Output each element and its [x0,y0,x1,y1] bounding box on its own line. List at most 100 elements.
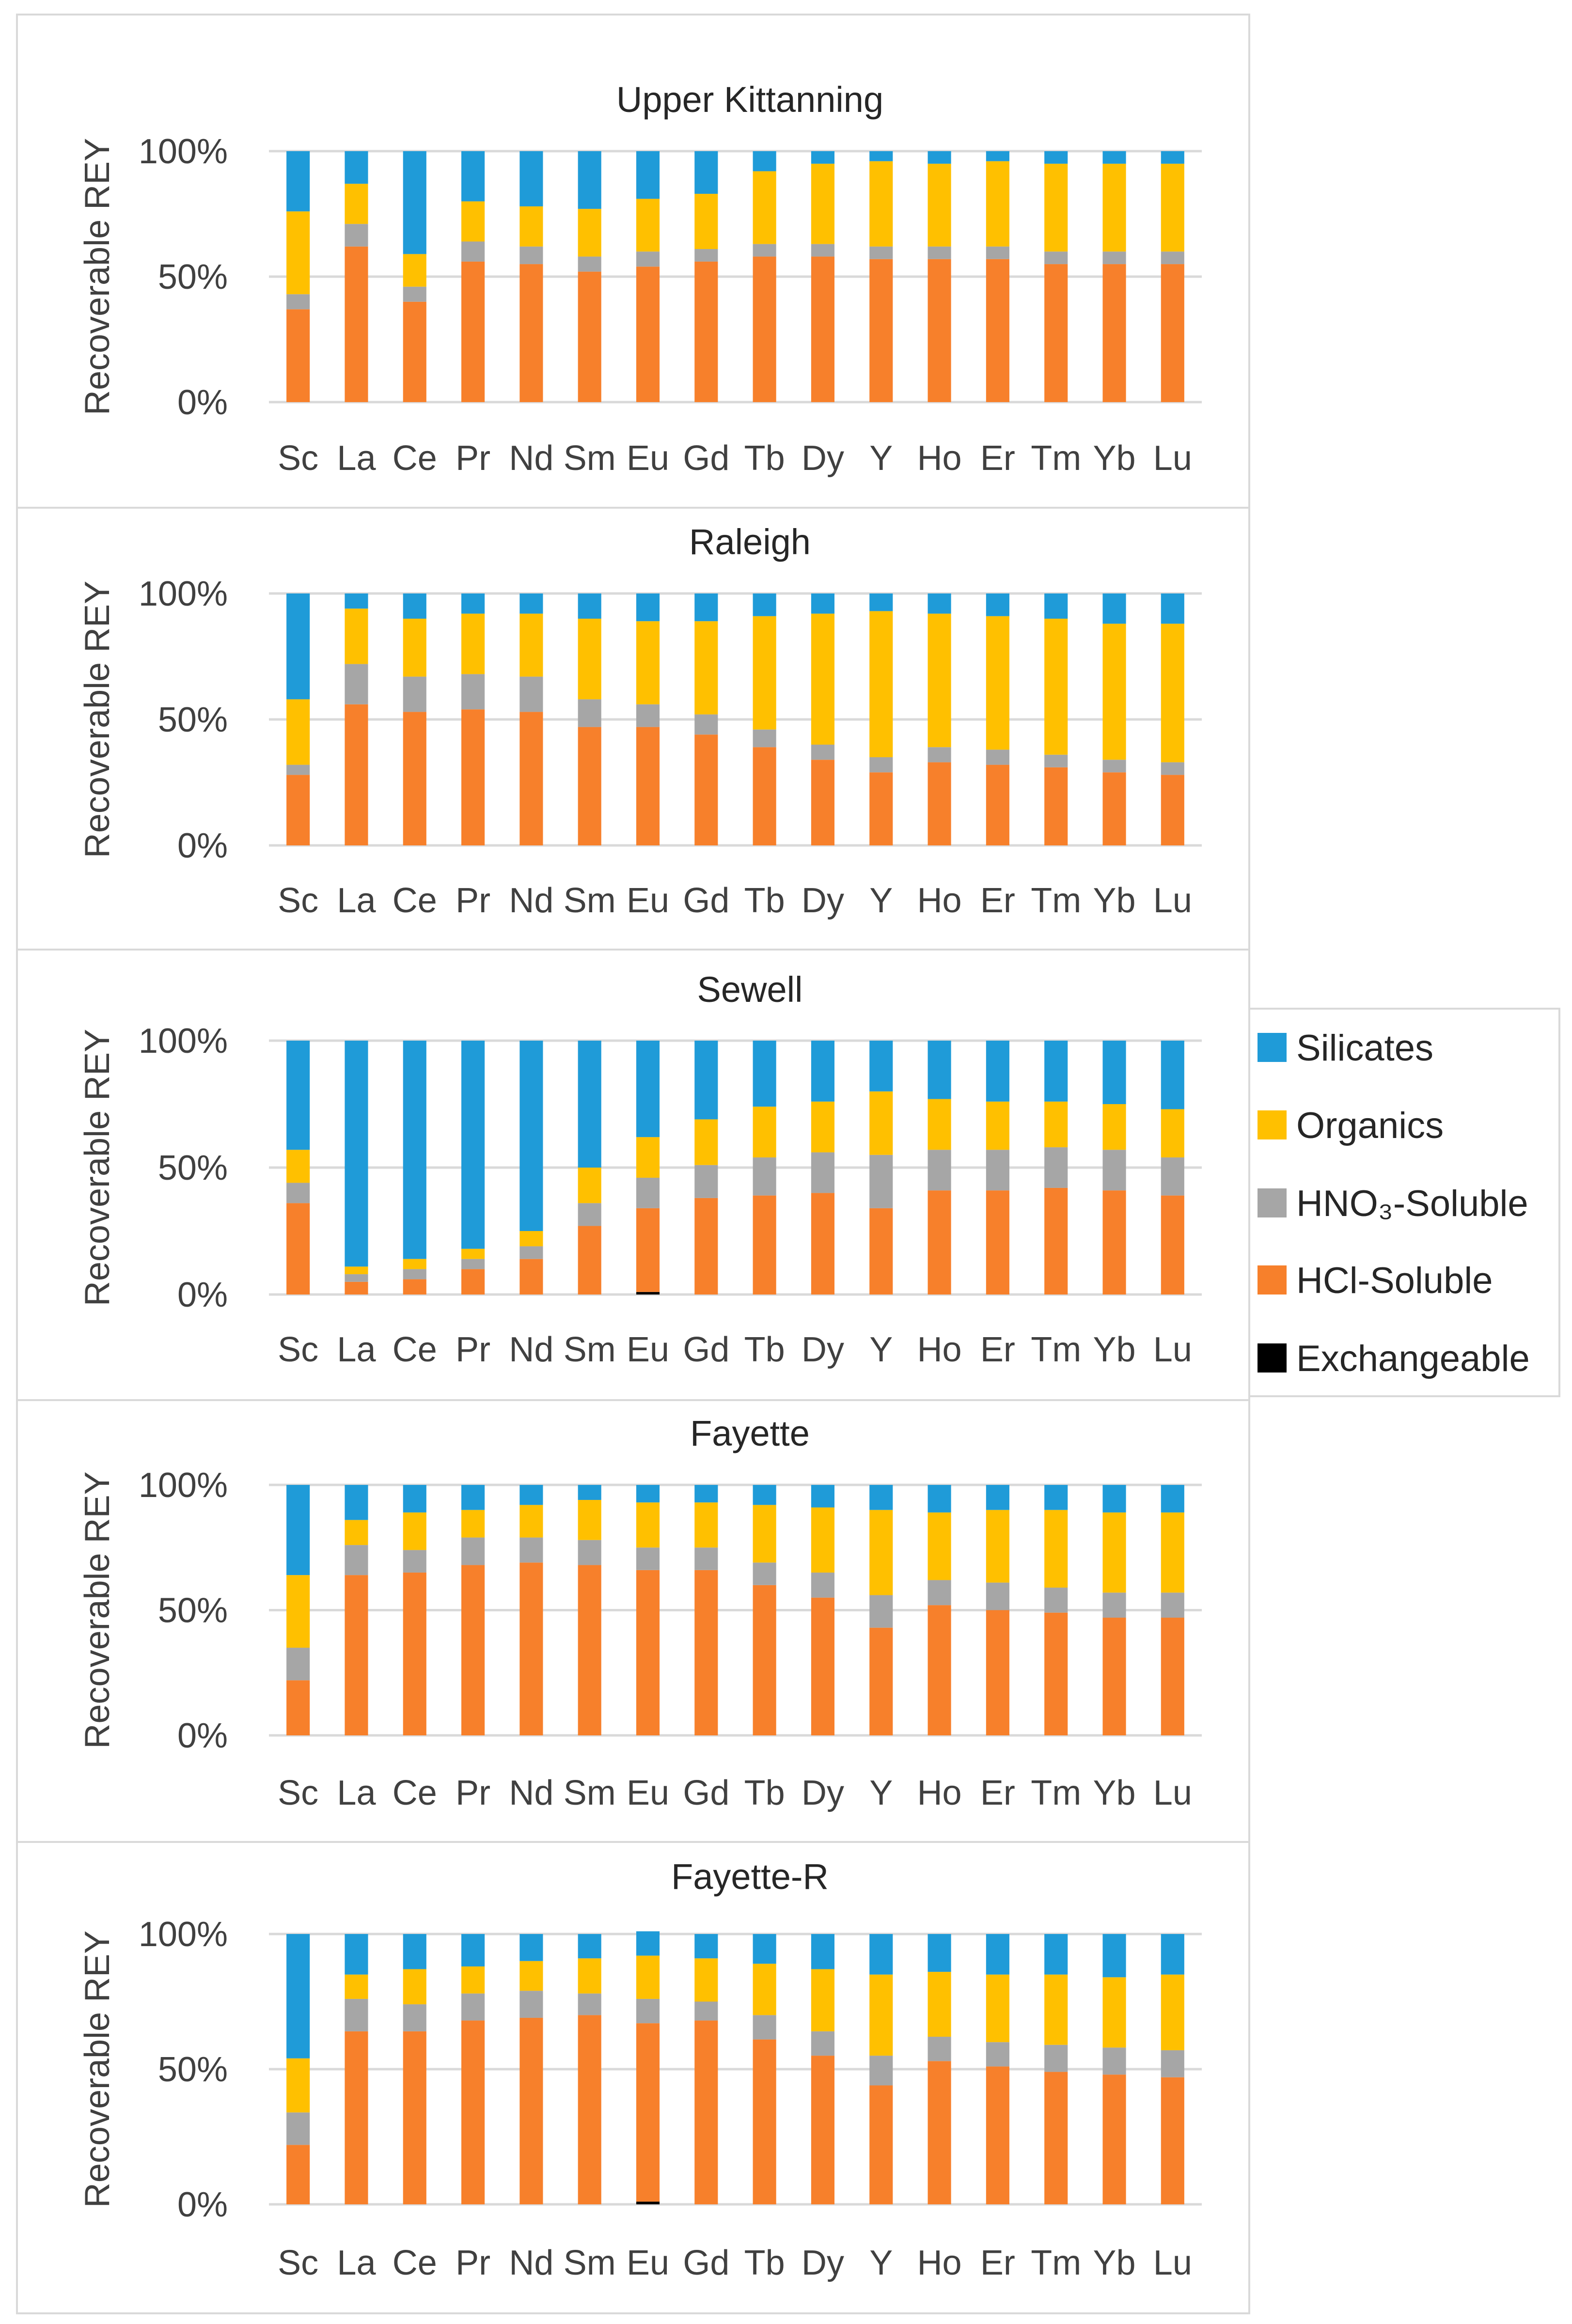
bar-segment-hno-soluble-er [986,1150,1009,1191]
bar-segment-hcl-soluble-gd [694,2020,718,2204]
bar-segment-organics-sm [578,209,601,257]
bar-segment-hcl-soluble-pr [461,1565,485,1735]
bar-segment-hcl-soluble-la [345,1575,368,1735]
bar-segment-organics-ce [403,1512,426,1550]
bar-segment-hno-soluble-dy [811,1572,835,1598]
bar-segment-hcl-soluble-er [986,259,1009,402]
bar-segment-organics-dy [811,163,835,244]
bar-segment-hcl-soluble-sc [286,1203,310,1295]
bar-segment-hcl-soluble-gd [694,1198,718,1295]
x-tick-label: Dy [802,439,844,478]
bar-segment-silicates-gd [694,1041,718,1120]
bar-segment-hno-soluble-pr [461,1537,485,1565]
x-tick-label: Lu [1153,1774,1192,1812]
panel-frame [16,949,1250,1401]
bar-segment-silicates-sm [578,1485,601,1500]
chart-panel-upper-kittanning: Upper Kittanning Recoverable REY 0% 50% 100%… [16,14,1250,509]
bar-segment-hcl-soluble-sm [578,2015,601,2204]
bar-segment-hcl-soluble-eu [636,1208,660,1292]
bar-segment-organics-y [869,1091,893,1155]
bar-segment-hcl-soluble-er [986,2066,1009,2204]
bar-segment-organics-la [345,608,368,664]
bar-segment-silicates-dy [811,1041,835,1102]
bar-segment-hno-soluble-la [345,224,368,247]
bar-segment-hcl-soluble-yb [1102,772,1126,845]
x-tick-label: Gd [683,439,729,478]
bar-segment-silicates-ho [927,151,951,164]
chart-panel-fayette-r: Fayette-R Recoverable REY 0% 50% 100% Sc La Ce P… [16,1841,1250,2314]
bar-segment-organics-nd [519,1505,543,1538]
bar-segment-silicates-gd [694,593,718,622]
bar-segment-organics-sm [578,1168,601,1203]
bar-segment-silicates-lu [1161,1485,1184,1513]
x-tick-label: Nd [509,881,553,920]
bar-segment-hno-soluble-lu [1161,2050,1184,2077]
bar-segment-hcl-soluble-tm [1044,2072,1068,2204]
bar-segment-hcl-soluble-ho [927,259,951,402]
bar-segment-hcl-soluble-sc [286,1680,310,1735]
x-tick-label: Tm [1031,1330,1081,1369]
bar-segment-hcl-soluble-tm [1044,767,1068,845]
x-tick-label: Dy [802,2244,844,2282]
x-tick-label: Gd [683,1774,729,1812]
x-tick-label: Y [869,2244,893,2282]
y-tick-label: 50% [158,1149,228,1187]
x-tick-label: Er [980,1330,1015,1369]
bar-segment-hno-soluble-gd [694,714,718,735]
bar-segment-organics-y [869,161,893,247]
bar-segment-hcl-soluble-gd [694,1570,718,1735]
bar-segment-hno-soluble-tb [753,729,776,748]
bar-segment-organics-lu [1161,624,1184,763]
bar-segment-organics-ho [927,1512,951,1580]
x-tick-label: Tm [1031,1774,1081,1812]
x-tick-label: Er [980,2244,1015,2282]
legend-swatch-organics [1258,1110,1287,1139]
bar-segment-organics-eu [636,1502,660,1548]
x-tick-label: Ce [393,2244,437,2282]
bar-segment-hcl-soluble-gd [694,734,718,845]
y-tick-label: 50% [158,701,228,739]
bar-segment-silicates-lu [1161,1041,1184,1109]
bar-segment-organics-ce [403,1969,426,2005]
bar-segment-organics-lu [1161,163,1184,252]
bar-segment-silicates-la [345,1485,368,1520]
bar-segment-organics-la [345,184,368,224]
bar-segment-hno-soluble-tm [1044,754,1068,767]
chart-title: Sewell [697,969,803,1010]
bar-segment-hno-soluble-yb [1102,2047,1126,2075]
bar-segment-silicates-er [986,151,1009,161]
bar-segment-hcl-soluble-er [986,1610,1009,1735]
bar-segment-hno-soluble-ho [927,246,951,259]
x-tick-label: La [337,1330,376,1369]
x-tick-label: Ho [917,2244,962,2282]
bar-segment-hno-soluble-nd [519,1991,543,2018]
bar-segment-silicates-ho [927,593,951,614]
x-tick-label: Nd [509,439,553,478]
bar-segment-organics-ce [403,619,426,677]
bar-segment-hcl-soluble-sm [578,1565,601,1735]
x-tick-label: Tm [1031,439,1081,478]
bar-segment-silicates-ce [403,593,426,619]
legend-label-hcl-soluble: HCl-Soluble [1296,1260,1493,1301]
bar-segment-hcl-soluble-lu [1161,264,1184,402]
bar-segment-silicates-y [869,151,893,161]
x-tick-label: Y [869,1774,893,1812]
bar-segment-organics-sm [578,1500,601,1540]
bar-segment-hno-soluble-y [869,1595,893,1628]
bar-segment-hcl-soluble-sc [286,309,310,402]
x-tick-label: Lu [1153,1330,1192,1369]
bar-segment-silicates-y [869,1485,893,1510]
panel-frame [16,14,1250,509]
bar-segment-hcl-soluble-dy [811,256,835,402]
bar-segment-hcl-soluble-y [869,1627,893,1735]
bar-segment-hcl-soluble-pr [461,1269,485,1295]
x-tick-label: Pr [456,1330,490,1369]
bar-segment-organics-sm [578,619,601,700]
y-axis-label: Recoverable REY [78,138,117,415]
bar-segment-hno-soluble-y [869,246,893,259]
y-tick-label: 0% [177,827,228,865]
bar-segment-silicates-tb [753,1485,776,1505]
bar-segment-silicates-y [869,593,893,611]
bar-segment-hcl-soluble-ce [403,1279,426,1295]
bar-segment-hcl-soluble-lu [1161,775,1184,845]
